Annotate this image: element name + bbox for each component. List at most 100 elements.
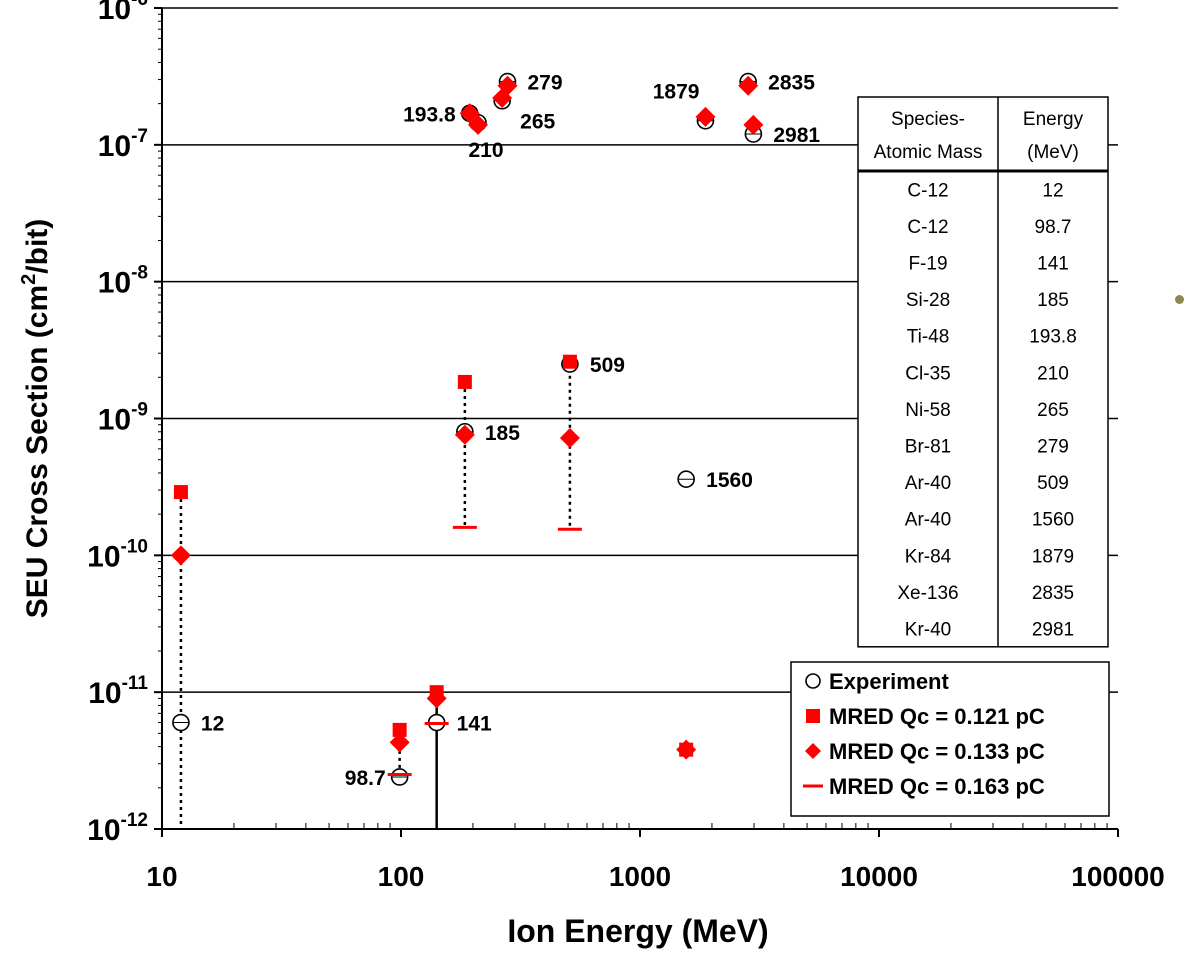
table-species-cell: Ti-48 xyxy=(907,327,950,348)
y-tick-base: 10 xyxy=(87,540,120,573)
y-tick-base: 10 xyxy=(87,814,120,847)
point-label: 98.7 xyxy=(345,767,386,790)
y-tick-base: 10 xyxy=(98,130,131,163)
table-species-cell: Kr-40 xyxy=(905,620,951,641)
table-species-cell: Ar-40 xyxy=(905,510,951,531)
table-energy-cell: 1879 xyxy=(1032,546,1074,567)
x-tick-label: 100 xyxy=(378,861,425,892)
y-axis-title: SEU Cross Section (cm2/bit) xyxy=(18,219,54,619)
mred-121-point xyxy=(173,485,188,500)
point-label: 1879 xyxy=(653,81,700,104)
x-tick-label: 10 xyxy=(146,861,177,892)
legend-label: MRED Qc = 0.133 pC xyxy=(829,739,1045,764)
table-energy-cell: 279 xyxy=(1037,437,1069,458)
y-tick-base: 10 xyxy=(98,0,131,26)
table-species-cell: C-12 xyxy=(907,180,948,201)
legend-circle xyxy=(805,673,821,689)
legend-square-marker xyxy=(806,709,820,723)
y-tick-label: 10-12 xyxy=(87,810,148,847)
table-energy-cell: 141 xyxy=(1037,254,1069,275)
mred-133-point xyxy=(738,75,759,96)
mred-133-point xyxy=(695,106,716,127)
table-energy-cell: 12 xyxy=(1042,180,1063,201)
table-energy-cell: 2981 xyxy=(1032,620,1074,641)
y-tick-base: 10 xyxy=(98,404,131,437)
table-energy-cell: 2835 xyxy=(1032,583,1074,604)
table-species-cell: Br-81 xyxy=(905,437,951,458)
table-energy-cell: 185 xyxy=(1037,290,1069,311)
y-axis-title-part: SEU Cross Section (cm xyxy=(21,285,54,618)
table-species-cell: Si-28 xyxy=(906,290,950,311)
y-tick-exponent: -9 xyxy=(131,400,148,421)
table-energy-cell: 509 xyxy=(1037,473,1069,494)
table-species-cell: Ni-58 xyxy=(905,400,950,421)
point-label: 2981 xyxy=(773,124,820,147)
table-header-cell: (MeV) xyxy=(1027,142,1079,163)
y-tick-label: 10-6 xyxy=(98,0,148,26)
table-header-cell: Energy xyxy=(1023,109,1084,130)
legend: Experiment MRED Qc = 0.121 pC MRED Qc = 0.… xyxy=(790,661,1110,817)
point-label: 2835 xyxy=(768,72,815,95)
table-species-cell: Xe-136 xyxy=(897,583,958,604)
table-header-cell: Species- xyxy=(891,109,965,130)
legend-experiment-marker xyxy=(805,673,821,689)
point-label: 210 xyxy=(468,139,503,162)
y-tick-exponent: -10 xyxy=(121,536,148,557)
point-label: 1560 xyxy=(706,469,753,492)
y-tick-label: 10-10 xyxy=(87,536,148,573)
table-energy-cell: 1560 xyxy=(1032,510,1074,531)
mred-133-point xyxy=(676,739,697,760)
legend-diamond-marker xyxy=(805,743,821,759)
point-label: 265 xyxy=(520,111,555,134)
table-species-cell: Cl-35 xyxy=(905,363,950,384)
y-tick-base: 10 xyxy=(88,677,121,710)
mred-133-point xyxy=(170,545,191,566)
point-label: 509 xyxy=(590,354,625,377)
y-tick-exponent: -11 xyxy=(122,673,149,694)
point-label: 185 xyxy=(485,422,520,445)
table-frame xyxy=(857,96,1109,648)
table-energy-cell: 98.7 xyxy=(1035,217,1072,238)
y-axis-title-part: /bit) xyxy=(21,219,54,274)
y-tick-label: 10-11 xyxy=(88,673,148,710)
slide-bullet-icon xyxy=(1175,295,1184,304)
mred-133-point xyxy=(454,424,475,445)
y-tick-exponent: -12 xyxy=(121,810,148,831)
y-tick-label: 10-8 xyxy=(98,263,148,300)
y-axis-title-part: 2 xyxy=(18,274,40,285)
table-species-cell: Kr-84 xyxy=(905,546,952,567)
y-tick-exponent: -8 xyxy=(131,263,148,284)
mred-133-point xyxy=(426,688,447,709)
species-energy-table: Species- Atomic Mass Energy (MeV) C-12 12 C-12… xyxy=(857,96,1109,648)
point-label: 279 xyxy=(527,72,562,95)
x-axis-title: Ion Energy (MeV) xyxy=(507,913,768,949)
legend-frame xyxy=(790,661,1110,817)
x-tick-label: 100000 xyxy=(1071,861,1164,892)
table-header-cell: Atomic Mass xyxy=(874,142,983,163)
point-label: 12 xyxy=(201,713,224,736)
legend-label: MRED Qc = 0.121 pC xyxy=(829,704,1045,729)
y-tick-exponent: -6 xyxy=(131,0,148,10)
x-tick-label: 1000 xyxy=(609,861,671,892)
point-label: 141 xyxy=(457,713,492,736)
experiment-point xyxy=(390,768,409,786)
mred-133-point xyxy=(559,428,580,449)
mred-133-point xyxy=(497,75,518,96)
y-tick-base: 10 xyxy=(98,267,131,300)
mred-133-point xyxy=(389,732,410,753)
experiment-point xyxy=(172,713,190,732)
legend-label: Experiment xyxy=(829,669,949,694)
y-tick-label: 10-9 xyxy=(98,400,148,437)
table-species-cell: Ar-40 xyxy=(905,473,951,494)
y-tick-label: 10-7 xyxy=(98,126,148,163)
x-tick-label: 10000 xyxy=(840,861,918,892)
mred-133-point xyxy=(468,114,489,135)
y-tick-exponent: -7 xyxy=(131,126,148,147)
legend-label: MRED Qc = 0.163 pC xyxy=(829,774,1045,799)
table-species-cell: F-19 xyxy=(908,254,947,275)
point-label: 193.8 xyxy=(403,103,456,126)
table-energy-cell: 265 xyxy=(1037,400,1069,421)
table-species-cell: C-12 xyxy=(907,217,948,238)
